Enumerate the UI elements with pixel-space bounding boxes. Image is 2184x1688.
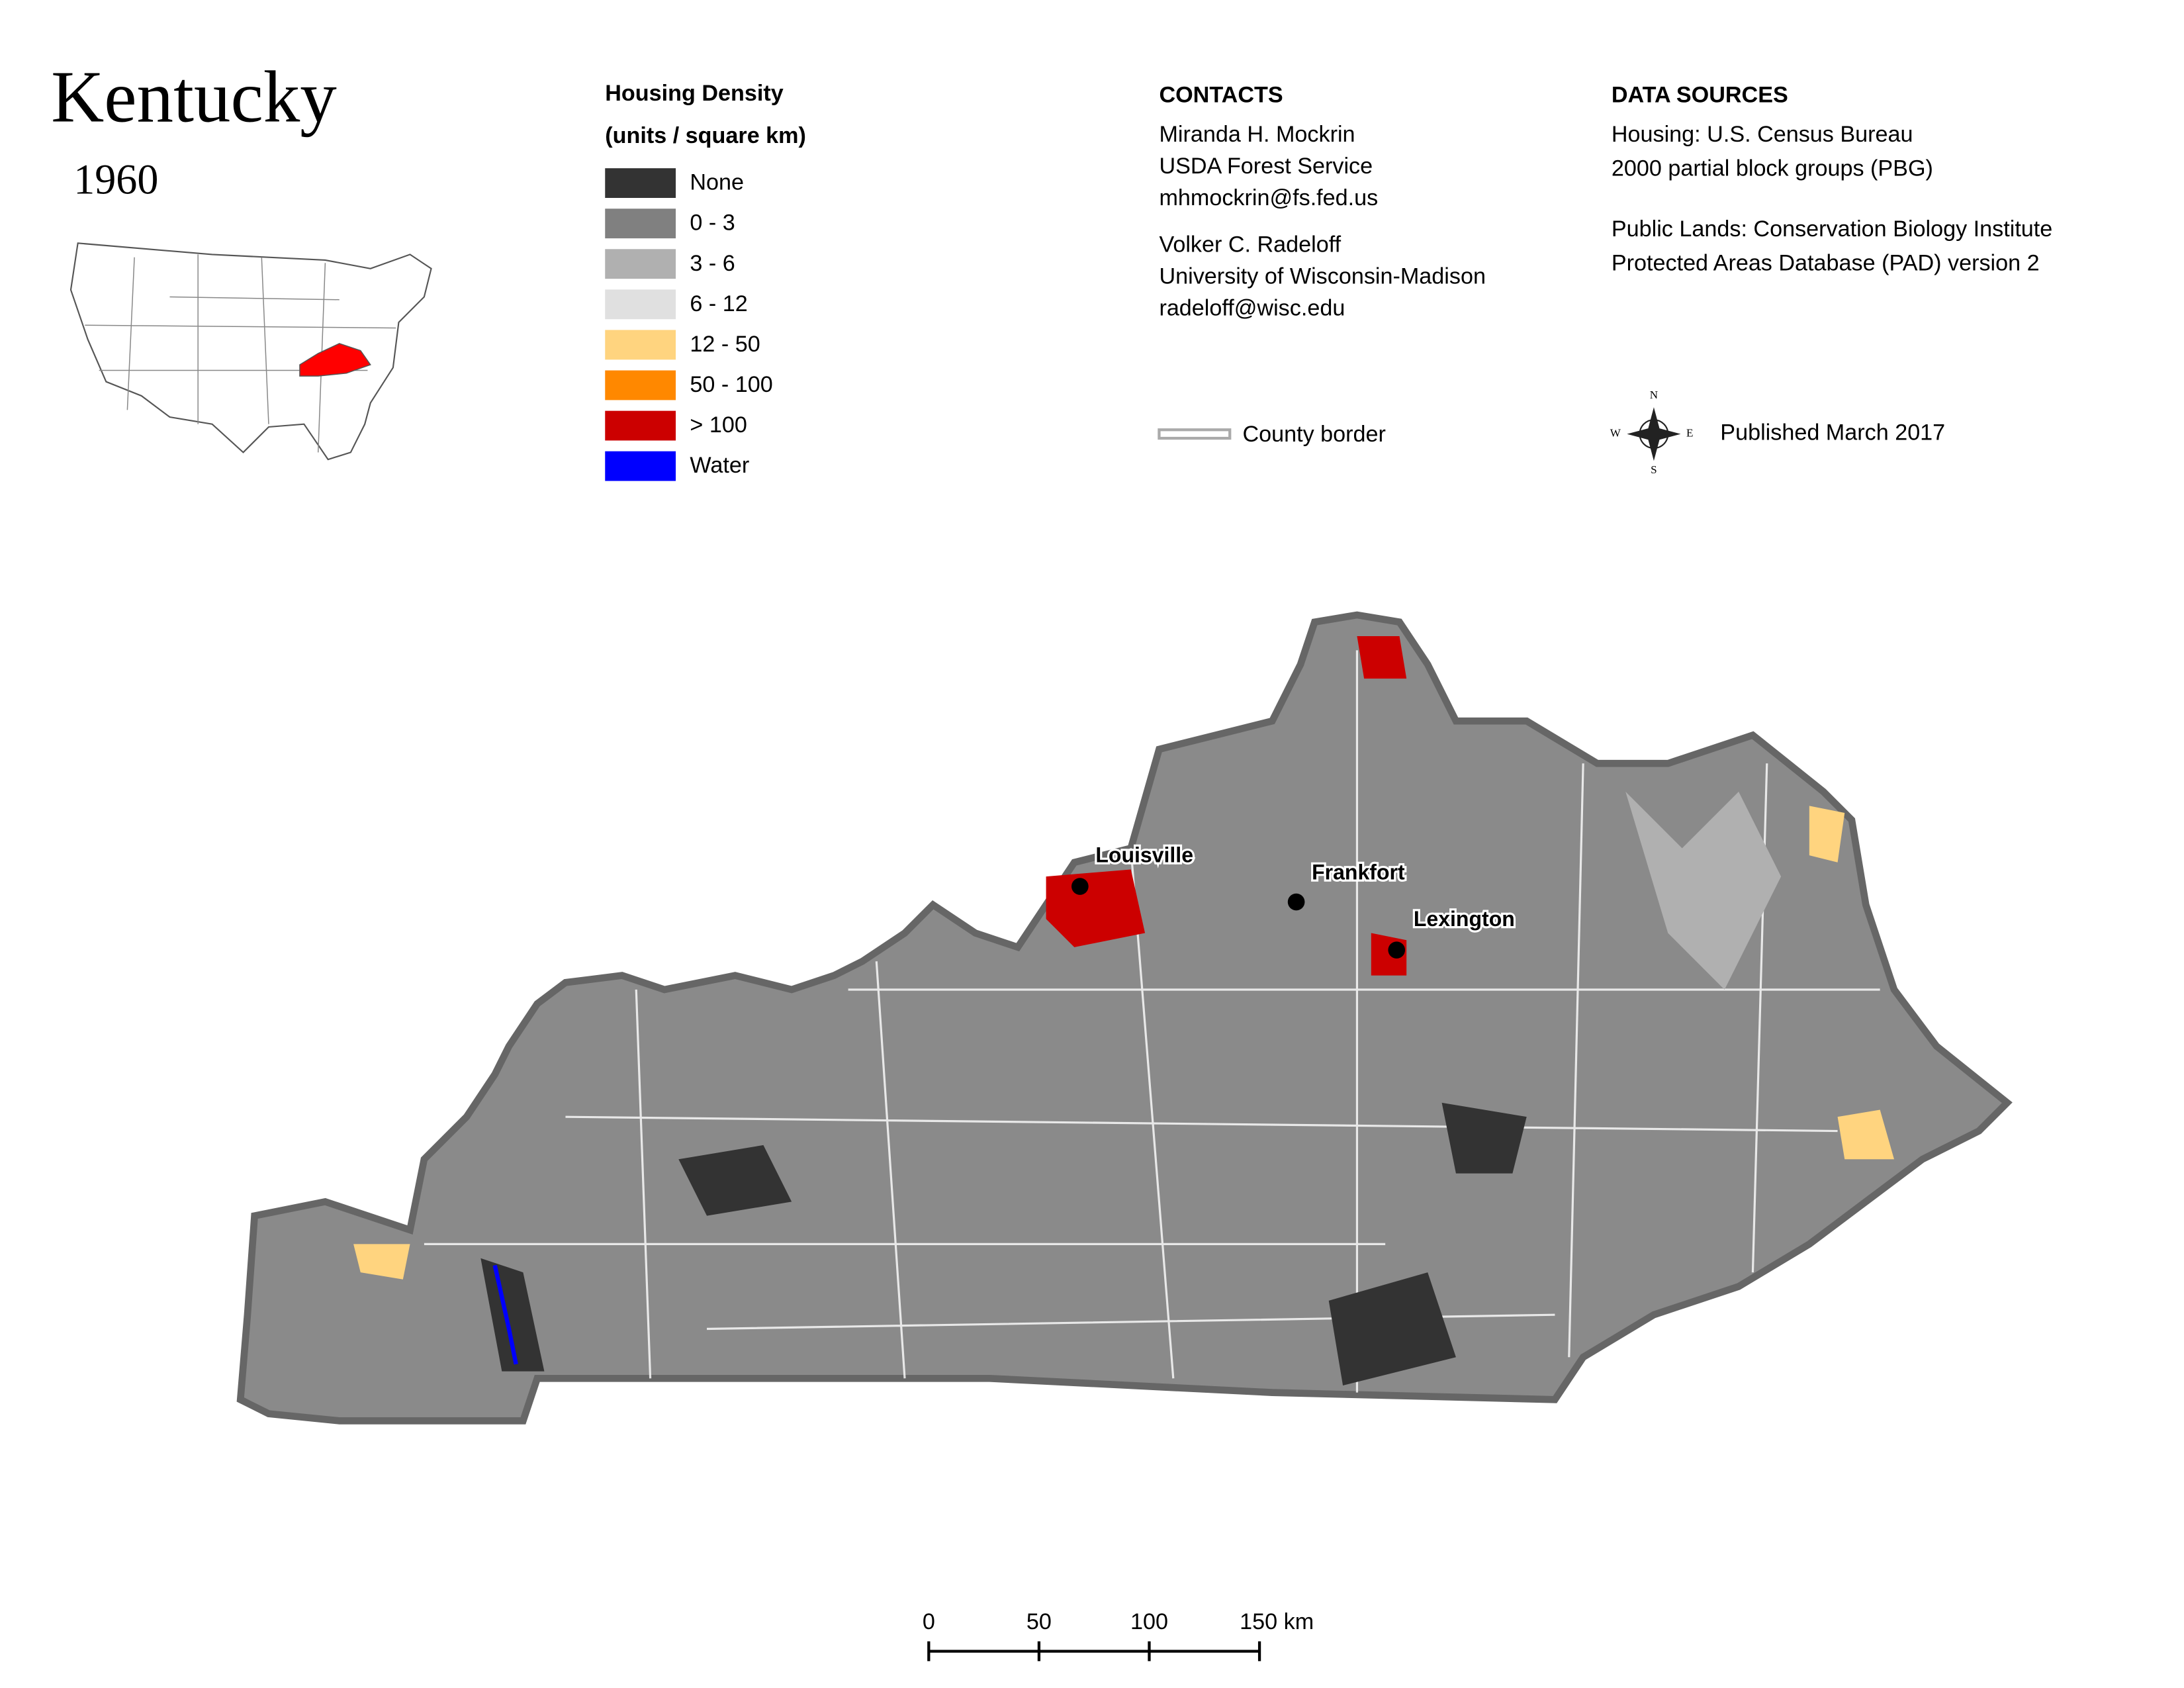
scale-bar: 0 50 100 150 km <box>923 1609 1314 1662</box>
source-line: 2000 partial block groups (PBG) <box>1612 156 1933 181</box>
legend-swatch <box>605 330 676 360</box>
compass-n: N <box>1650 389 1658 401</box>
contact-email: mhmockrin@fs.fed.us <box>1159 185 1378 211</box>
legend-label: 3 - 6 <box>690 251 735 276</box>
compass-s: S <box>1651 463 1657 476</box>
contact-name: Volker C. Radeloff <box>1159 232 1341 258</box>
county-border-label: County border <box>1242 422 1385 447</box>
contact-org: USDA Forest Service <box>1159 154 1373 179</box>
source-line: Protected Areas Database (PAD) version 2 <box>1612 250 2040 275</box>
city-dot <box>1388 941 1406 959</box>
scale-tick-label: 50 <box>1026 1609 1052 1634</box>
contacts: Miranda H. Mockrin USDA Forest Service mhm… <box>1159 122 1486 321</box>
compass-e: E <box>1686 427 1693 440</box>
legend-label: > 100 <box>690 412 747 438</box>
legend-swatch <box>605 370 676 400</box>
published: Published March 2017 <box>1720 420 1945 445</box>
compass: N E S W <box>1610 389 1694 476</box>
sources-heading: DATA SOURCES <box>1612 82 1788 107</box>
legend-label: 50 - 100 <box>690 372 772 397</box>
legend-label: 12 - 50 <box>690 332 760 357</box>
scale-tick-label: 100 <box>1130 1609 1168 1634</box>
city-dot <box>1287 893 1305 911</box>
legend-swatch <box>605 410 676 441</box>
legend-label: 0 - 3 <box>690 211 735 236</box>
legend-subtitle: (units / square km) <box>605 123 806 148</box>
kentucky-map <box>236 611 2013 1425</box>
legend-swatch <box>605 249 676 279</box>
city-label: Louisville <box>1095 843 1193 867</box>
contact-email: radeloff@wisc.edu <box>1159 296 1345 321</box>
legend-label: Water <box>690 453 749 478</box>
city-dot <box>1071 878 1089 895</box>
map-year: 1960 <box>73 156 158 203</box>
us-inset <box>69 242 432 461</box>
scale-tick-label: 0 <box>923 1609 935 1634</box>
contacts-heading: CONTACTS <box>1159 82 1283 107</box>
city-label: Frankfort <box>1312 860 1405 884</box>
cities: Louisville Frankfort Lexington <box>1071 841 1517 959</box>
county-border-swatch <box>1158 428 1232 440</box>
source-line: Public Lands: Conservation Biology Insti… <box>1612 216 2052 242</box>
legend-swatch <box>605 168 676 198</box>
legend: None 0 - 3 3 - 6 6 - 12 12 - 50 50 - 100 > 100… <box>605 168 773 481</box>
contact-name: Miranda H. Mockrin <box>1159 122 1355 147</box>
source-line: Housing: U.S. Census Bureau <box>1612 122 1913 147</box>
legend-swatch <box>605 289 676 320</box>
legend-swatch <box>605 451 676 481</box>
compass-w: W <box>1610 427 1621 440</box>
scale-tick-label: 150 km <box>1240 1609 1314 1634</box>
contact-org: University of Wisconsin-Madison <box>1159 264 1486 289</box>
city-label: Lexington <box>1414 907 1515 931</box>
data-sources: Housing: U.S. Census Bureau 2000 partial … <box>1612 122 2052 275</box>
legend-label: 6 - 12 <box>690 291 747 316</box>
legend-title: Housing Density <box>605 81 783 106</box>
map-title: Kentucky <box>51 57 337 138</box>
legend-label: None <box>690 170 744 195</box>
legend-swatch <box>605 209 676 239</box>
